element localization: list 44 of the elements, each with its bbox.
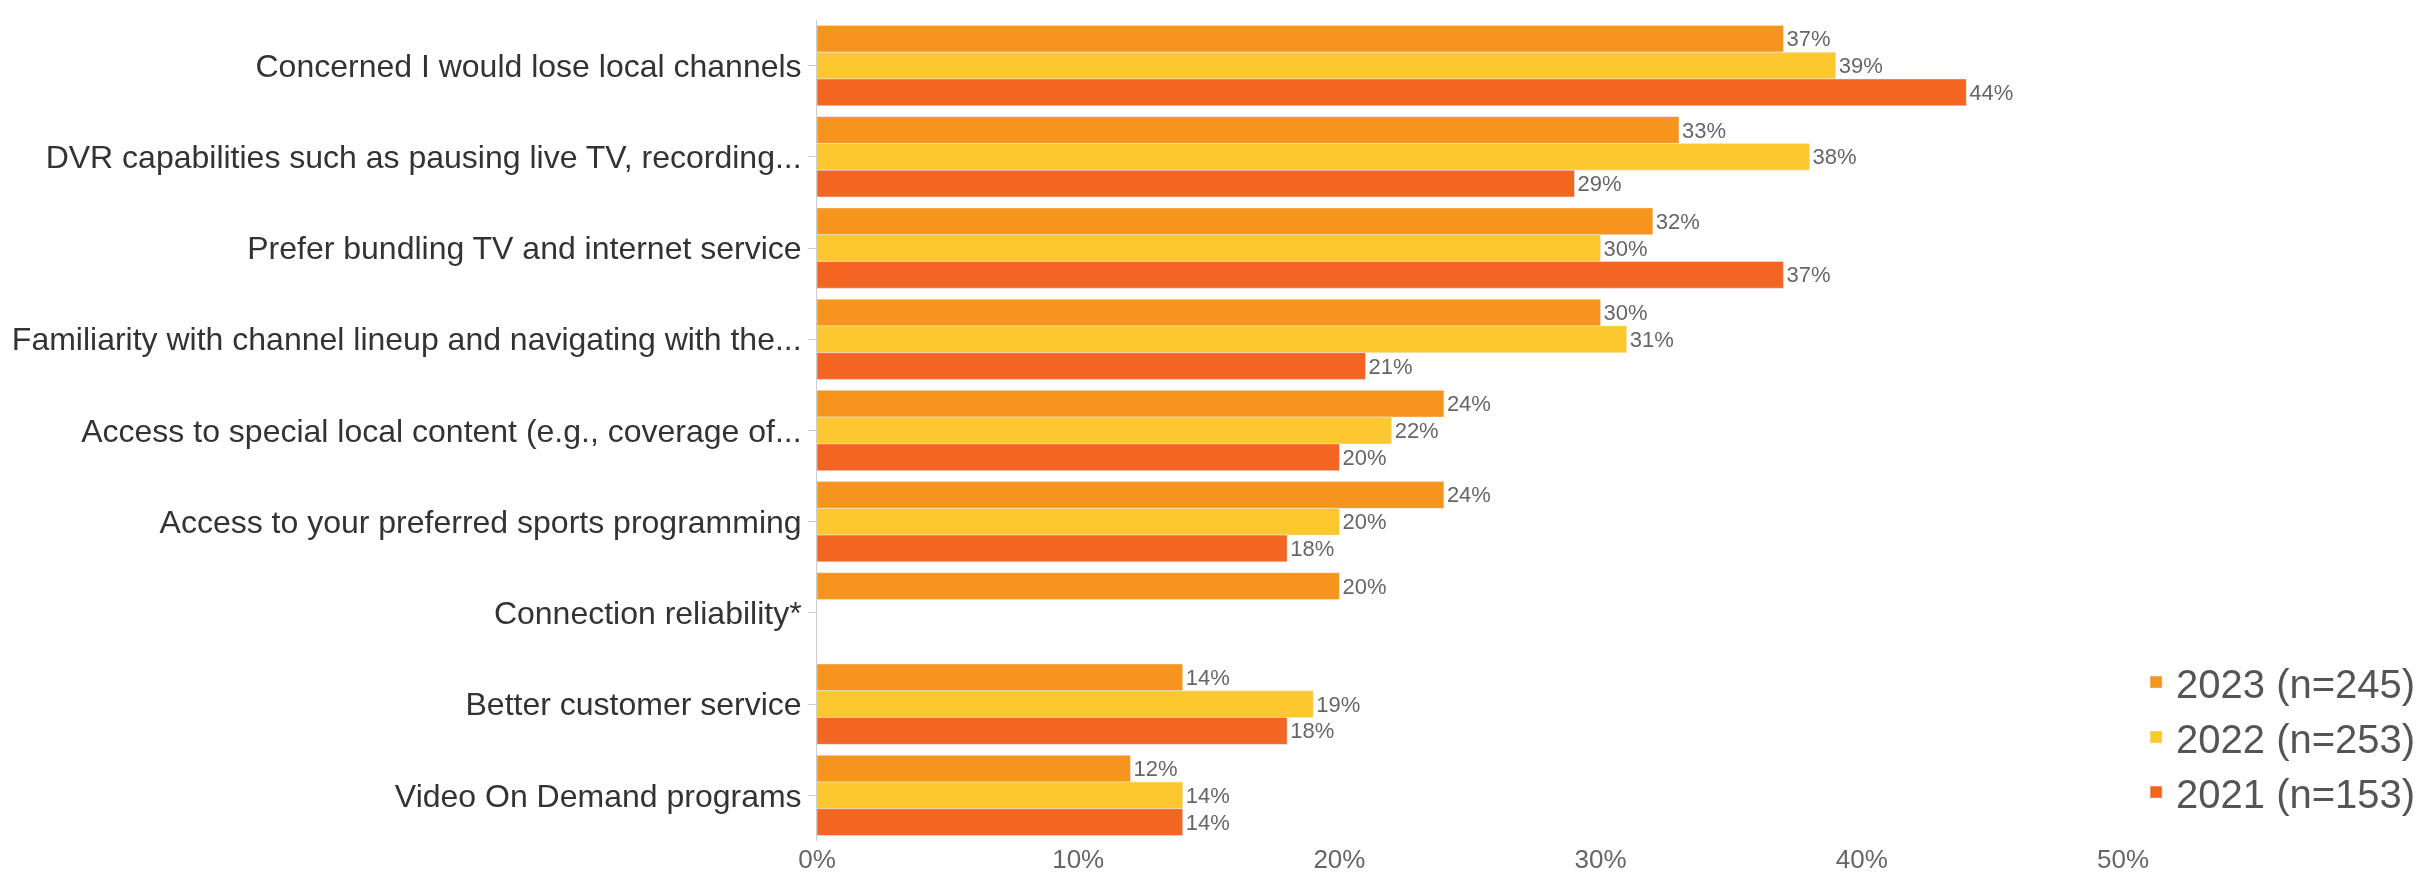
x-tick-label: 20% xyxy=(1313,844,1366,874)
data-label: 14% xyxy=(1185,782,1230,808)
y-tick-label: Prefer bundling TV and internet service xyxy=(247,230,802,267)
y-tick-label: Concerned I would lose local channels xyxy=(255,47,802,84)
y-tick-label: Access to special local content (e.g., coverage of... xyxy=(81,412,802,449)
data-label: 31% xyxy=(1629,326,1674,352)
data-label: 18% xyxy=(1290,535,1335,561)
x-tick-label: 40% xyxy=(1835,844,1888,874)
data-label: 24% xyxy=(1446,482,1491,508)
x-tick-label: 50% xyxy=(2096,844,2150,874)
data-label: 33% xyxy=(1681,117,1727,143)
x-tick-label: 0% xyxy=(798,844,836,874)
y-tick-label: Access to your preferred sports programming xyxy=(159,503,802,540)
data-label: 30% xyxy=(1603,235,1648,261)
x-tick-label: 30% xyxy=(1574,844,1627,874)
data-label: 32% xyxy=(1655,208,1700,234)
legend-label: 2022 (n=253) xyxy=(2176,716,2416,761)
data-label: 39% xyxy=(1838,53,1883,79)
data-label: 18% xyxy=(1290,718,1335,744)
y-tick-label: Video On Demand programs xyxy=(394,777,802,814)
data-label: 30% xyxy=(1603,300,1648,326)
data-label: 12% xyxy=(1133,756,1178,782)
data-label: 20% xyxy=(1342,509,1387,535)
data-label: 37% xyxy=(1786,262,1831,288)
y-tick-label: Better customer service xyxy=(465,686,802,723)
data-label: 19% xyxy=(1316,691,1361,717)
data-label: 38% xyxy=(1812,144,1857,170)
data-label: 21% xyxy=(1368,353,1413,379)
data-label: 29% xyxy=(1577,171,1622,197)
data-label: 44% xyxy=(1969,79,2014,105)
data-label: 37% xyxy=(1786,26,1831,52)
data-label: 14% xyxy=(1185,664,1230,690)
y-tick-label: Connection reliability* xyxy=(493,595,802,632)
legend-label: 2021 (n=153) xyxy=(2176,771,2416,816)
x-tick-label: 10% xyxy=(1052,844,1105,874)
bar xyxy=(817,572,1340,600)
legend-label: 2023 (n=245) xyxy=(2176,661,2416,706)
data-label: 22% xyxy=(1394,418,1439,443)
y-tick-label: Familiarity with channel lineup and navigating with the... xyxy=(11,321,802,358)
data-label: 24% xyxy=(1446,391,1491,417)
data-label: 14% xyxy=(1185,809,1230,835)
y-tick-label: DVR capabilities such as pausing live TV, recording... xyxy=(45,139,802,176)
data-label: 20% xyxy=(1342,573,1387,599)
data-label: 20% xyxy=(1342,444,1387,470)
